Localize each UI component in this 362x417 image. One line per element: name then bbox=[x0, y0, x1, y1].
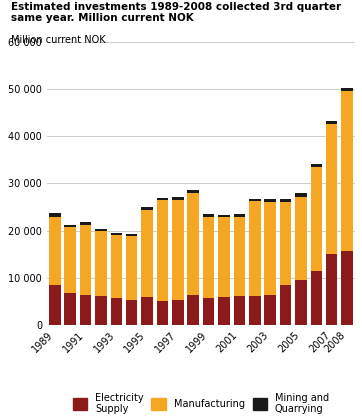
Bar bbox=[295, 197, 307, 280]
Bar bbox=[341, 91, 353, 251]
Bar bbox=[172, 300, 184, 325]
Bar bbox=[280, 202, 291, 285]
Bar bbox=[295, 280, 307, 325]
Bar bbox=[233, 296, 245, 325]
Bar bbox=[218, 297, 230, 325]
Bar bbox=[249, 296, 261, 325]
Bar bbox=[218, 217, 230, 297]
Bar bbox=[188, 193, 199, 296]
Bar bbox=[203, 298, 214, 325]
Bar bbox=[188, 190, 199, 193]
Bar bbox=[233, 217, 245, 296]
Bar bbox=[80, 222, 91, 225]
Bar bbox=[95, 231, 107, 296]
Bar bbox=[157, 198, 168, 201]
Bar bbox=[326, 121, 337, 124]
Bar bbox=[80, 295, 91, 325]
Bar bbox=[157, 301, 168, 325]
Bar bbox=[264, 198, 276, 202]
Text: Estimated investments 1989-2008 collected 3rd quarter: Estimated investments 1989-2008 collecte… bbox=[11, 2, 341, 12]
Bar bbox=[110, 233, 122, 236]
Bar bbox=[341, 88, 353, 91]
Bar bbox=[126, 234, 138, 236]
Bar bbox=[249, 199, 261, 201]
Bar bbox=[95, 296, 107, 325]
Text: same year. Million current NOK: same year. Million current NOK bbox=[11, 13, 194, 23]
Bar bbox=[264, 202, 276, 296]
Bar bbox=[280, 199, 291, 202]
Bar bbox=[249, 201, 261, 296]
Bar bbox=[203, 217, 214, 298]
Bar bbox=[49, 216, 60, 285]
Bar bbox=[311, 163, 322, 167]
Bar bbox=[341, 251, 353, 325]
Bar bbox=[64, 227, 76, 293]
Bar bbox=[141, 207, 153, 210]
Bar bbox=[233, 214, 245, 217]
Bar bbox=[326, 254, 337, 325]
Bar bbox=[311, 271, 322, 325]
Bar bbox=[326, 124, 337, 254]
Bar bbox=[95, 229, 107, 231]
Bar bbox=[157, 201, 168, 301]
Bar bbox=[80, 225, 91, 295]
Bar bbox=[172, 197, 184, 200]
Bar bbox=[311, 167, 322, 271]
Bar bbox=[141, 210, 153, 297]
Bar bbox=[110, 298, 122, 325]
Bar bbox=[64, 225, 76, 227]
Bar bbox=[280, 285, 291, 325]
Bar bbox=[295, 193, 307, 197]
Bar bbox=[172, 200, 184, 300]
Bar bbox=[110, 236, 122, 298]
Text: Million current NOK: Million current NOK bbox=[11, 35, 105, 45]
Bar bbox=[49, 285, 60, 325]
Bar bbox=[126, 300, 138, 325]
Bar bbox=[203, 214, 214, 217]
Legend: Electricity
Supply, Manufacturing, Mining and
Quarrying: Electricity Supply, Manufacturing, Minin… bbox=[73, 392, 329, 414]
Bar bbox=[64, 293, 76, 325]
Bar bbox=[264, 296, 276, 325]
Bar bbox=[126, 236, 138, 300]
Bar bbox=[49, 213, 60, 216]
Bar bbox=[188, 296, 199, 325]
Bar bbox=[218, 215, 230, 217]
Bar bbox=[141, 297, 153, 325]
